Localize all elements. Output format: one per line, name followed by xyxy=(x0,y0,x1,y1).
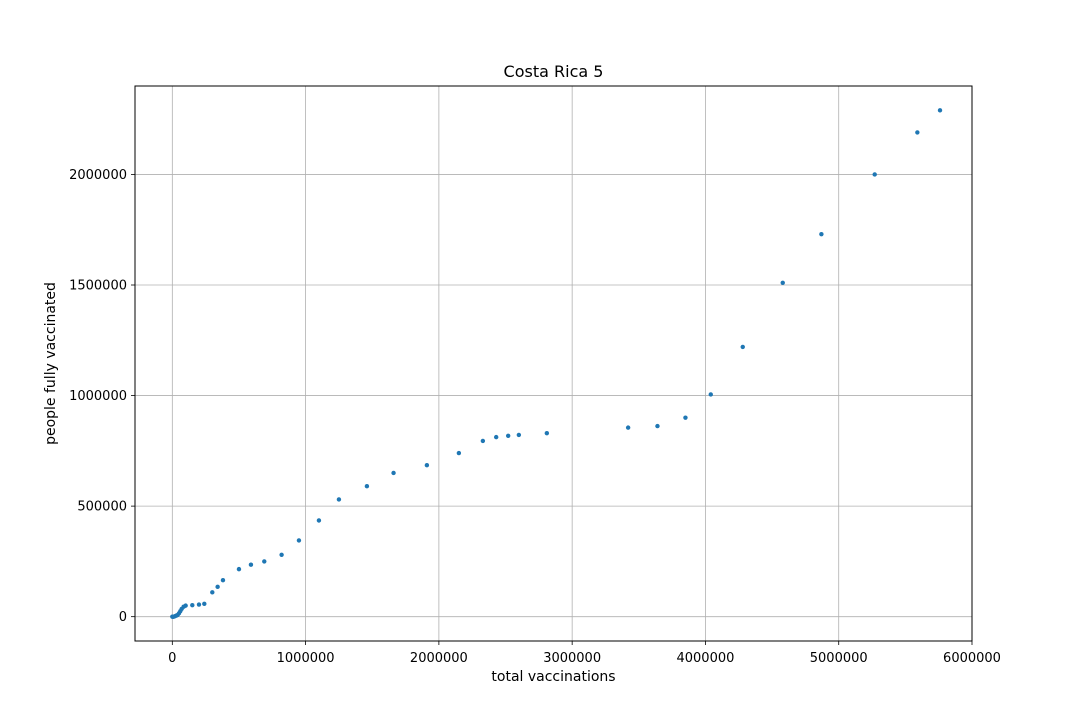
scatter-point xyxy=(316,518,322,523)
y-tick-label: 2000000 xyxy=(69,168,127,183)
x-tick-label: 2000000 xyxy=(410,651,468,666)
scatter-point xyxy=(220,577,226,583)
scatter-point xyxy=(215,584,220,590)
scatter-point xyxy=(505,433,511,439)
scatter-point xyxy=(544,430,550,436)
scatter-point xyxy=(364,484,370,489)
scatter-point xyxy=(456,450,462,456)
scatter-point xyxy=(248,562,254,567)
scatter-point xyxy=(708,392,713,397)
x-tick-label: 4000000 xyxy=(676,651,734,666)
scatter-point xyxy=(336,497,342,502)
scatter-point xyxy=(480,438,486,444)
scatter-point xyxy=(391,470,396,476)
y-tick-label: 0 xyxy=(119,610,127,625)
scatter-point xyxy=(279,552,284,557)
x-tick-label: 1000000 xyxy=(277,651,335,666)
scatter-point xyxy=(655,423,660,429)
axis-ticks: 0 1000000 2000000 3000000 4000000 5000000 6000… xyxy=(69,168,1001,666)
scatter-point xyxy=(202,601,207,607)
x-tick-label: 5000000 xyxy=(810,651,868,666)
scatter-point xyxy=(296,538,302,543)
scatter-point xyxy=(819,231,824,237)
scatter-point xyxy=(872,172,877,177)
scatter-point xyxy=(937,108,943,113)
scatter-point xyxy=(190,602,195,608)
scatter-point xyxy=(183,603,188,608)
scatter-point xyxy=(210,590,215,595)
scatter-point xyxy=(424,463,430,468)
scatter-point xyxy=(516,432,522,438)
scatter-point xyxy=(683,415,688,420)
y-tick-label: 1000000 xyxy=(69,389,127,404)
plot-area xyxy=(134,85,973,642)
scatter-point xyxy=(625,425,631,430)
y-tick-label: 500000 xyxy=(77,500,127,515)
x-tick-label: 0 xyxy=(168,651,176,666)
scatter-points xyxy=(170,108,943,619)
chart-title: Costa Rica 5 xyxy=(504,62,604,81)
scatter-point xyxy=(740,344,745,350)
scatter-point xyxy=(236,566,242,572)
x-tick-label: 6000000 xyxy=(943,651,1001,666)
scatter-point xyxy=(262,559,267,564)
x-tick-label: 3000000 xyxy=(543,651,601,666)
scatter-point xyxy=(493,434,499,440)
grid xyxy=(135,86,973,641)
scatter-point xyxy=(196,602,202,607)
scatter-point xyxy=(780,280,785,285)
scatter-point xyxy=(915,130,920,135)
x-axis-label: total vaccinations xyxy=(491,669,615,685)
y-axis-label: people fully vaccinated xyxy=(43,282,59,445)
y-tick-label: 1500000 xyxy=(69,279,127,294)
